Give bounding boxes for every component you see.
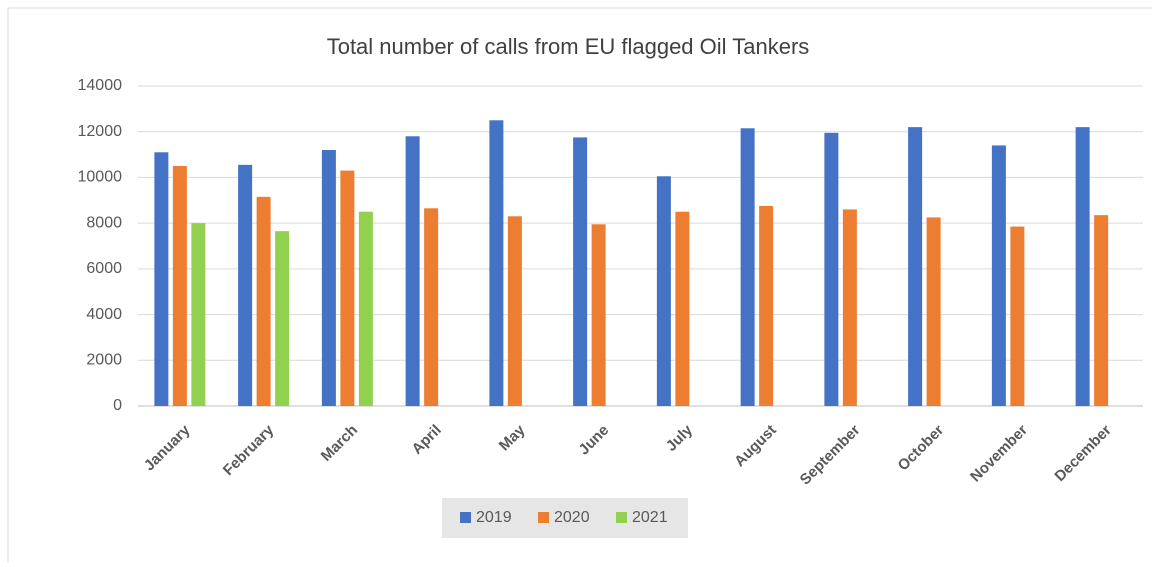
x-tick-label: June: [575, 422, 612, 459]
bar: [759, 206, 774, 406]
bar: [172, 166, 187, 406]
bar: [489, 120, 504, 407]
x-tick-label: January: [141, 421, 194, 474]
bar: [238, 164, 253, 406]
y-tick-label: 4000: [86, 306, 122, 323]
bar: [424, 208, 439, 406]
legend-swatch: [616, 512, 627, 523]
chart-title: Total number of calls from EU flagged Oi…: [327, 34, 810, 59]
y-tick-label: 12000: [78, 123, 123, 140]
x-tick-label: August: [731, 422, 780, 471]
bar: [991, 145, 1006, 406]
x-tick-label: April: [409, 422, 445, 458]
bar: [256, 196, 271, 406]
bar: [1075, 127, 1090, 407]
bar: [405, 136, 420, 407]
bar: [1010, 226, 1025, 406]
legend-label: 2019: [476, 509, 512, 526]
bar: [507, 216, 522, 406]
y-tick-label: 14000: [78, 77, 123, 94]
bar: [191, 223, 206, 406]
y-tick-label: 8000: [86, 214, 122, 231]
bar: [340, 170, 355, 406]
x-tick-label: November: [967, 421, 1031, 485]
x-tick-label: May: [496, 421, 529, 454]
y-tick-label: 0: [113, 397, 122, 414]
x-tick-label: July: [663, 421, 697, 455]
legend-swatch: [460, 512, 471, 523]
legend-label: 2020: [554, 509, 590, 526]
x-tick-label: December: [1051, 422, 1114, 485]
bar: [842, 209, 857, 406]
y-tick-label: 2000: [86, 352, 122, 369]
bar: [675, 211, 690, 406]
bar: [926, 217, 941, 406]
bar: [154, 152, 169, 406]
bar: [591, 224, 606, 406]
bar: [321, 150, 336, 406]
x-tick-label: October: [895, 422, 948, 475]
bar: [824, 132, 839, 406]
legend-label: 2021: [632, 509, 668, 526]
bar: [656, 176, 671, 406]
bar: [1094, 215, 1109, 406]
y-tick-label: 6000: [86, 260, 122, 277]
bar: [908, 127, 923, 407]
bar: [275, 231, 290, 406]
x-tick-label: September: [797, 422, 864, 489]
x-tick-label: March: [318, 422, 361, 465]
x-tick-label: February: [220, 421, 278, 479]
y-tick-label: 10000: [78, 169, 123, 186]
bar: [573, 137, 588, 406]
legend-box: [442, 498, 688, 538]
legend-swatch: [538, 512, 549, 523]
bar: [358, 211, 373, 406]
bar: [740, 128, 755, 407]
